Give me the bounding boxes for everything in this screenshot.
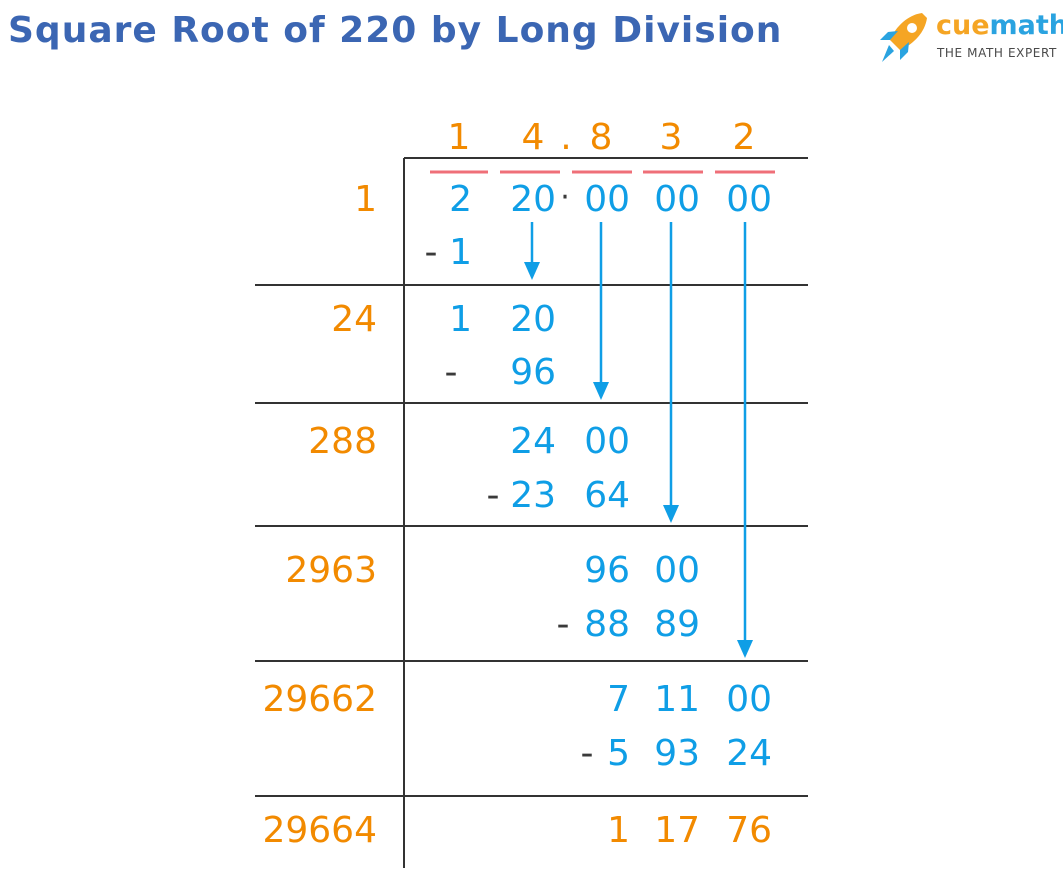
dividend-group-1: 2 <box>449 179 472 220</box>
divisor-4: 2963 <box>285 550 377 591</box>
divisor-3: 288 <box>308 421 377 462</box>
dividend-group-5: 00 <box>726 179 772 220</box>
divisor-1: 1 <box>354 179 377 220</box>
step5-subtrahend-a: 5 <box>607 733 630 774</box>
step5-subtrahend-b: 93 <box>654 733 700 774</box>
step5-digit-c: 00 <box>726 679 772 720</box>
quotient-digit-1: 1 <box>447 117 471 158</box>
step5-subtrahend-c: 24 <box>726 733 772 774</box>
bring-down-arrow-1 <box>524 222 540 280</box>
step5-digit-b: 11 <box>654 679 700 720</box>
step4-digit-a: 96 <box>584 550 630 591</box>
step2-minus: - <box>444 352 458 393</box>
logo-cue: cue <box>936 10 990 41</box>
logo-math: math <box>989 10 1063 41</box>
dividend-decimal-point: · <box>560 180 570 215</box>
dividend-group-2: 20 <box>510 179 556 220</box>
step3-subtrahend-a: 23 <box>510 475 556 516</box>
step3-subtrahend-b: 64 <box>584 475 630 516</box>
divisor-5: 29662 <box>262 679 377 720</box>
bring-down-arrow-3 <box>663 222 679 523</box>
step4-digit-b: 00 <box>654 550 700 591</box>
remainder-b: 17 <box>654 810 700 851</box>
step4-subtrahend-a: 88 <box>584 604 630 645</box>
step4-subtrahend-b: 89 <box>654 604 700 645</box>
step2-digit-a: 1 <box>449 299 472 340</box>
quotient-decimal-point: . <box>560 117 572 158</box>
step1-minus: - <box>424 232 438 273</box>
quotient-digit-5: 2 <box>732 117 756 158</box>
step3-minus: - <box>486 475 500 516</box>
quotient-digit-4: 3 <box>659 117 683 158</box>
divisor-2: 24 <box>331 299 377 340</box>
quotient-digit-3: 8 <box>589 117 613 158</box>
bring-down-arrow-2 <box>593 222 609 400</box>
step2-subtrahend: 96 <box>510 352 556 393</box>
step1-subtrahend: 1 <box>449 232 472 273</box>
page-title: Square Root of 220 by Long Division <box>8 10 783 51</box>
step3-digit-a: 24 <box>510 421 556 462</box>
quotient-digit-2: 4 <box>521 117 545 158</box>
remainder-c: 76 <box>726 810 772 851</box>
bring-down-arrow-4 <box>737 222 753 658</box>
step5-minus: - <box>580 733 594 774</box>
logo-wordmark: cuemath <box>936 10 1063 41</box>
logo-tagline: THE MATH EXPERT <box>937 46 1057 60</box>
divisor-6: 29664 <box>262 810 377 851</box>
cuemath-logo: cuemath THE MATH EXPERT <box>872 10 1063 66</box>
step4-minus: - <box>556 604 570 645</box>
rocket-icon <box>880 13 927 62</box>
dividend-group-4: 00 <box>654 179 700 220</box>
step3-digit-b: 00 <box>584 421 630 462</box>
dividend-group-3: 00 <box>584 179 630 220</box>
step5-digit-a: 7 <box>607 679 630 720</box>
remainder-a: 1 <box>607 810 630 851</box>
step2-digit-b: 20 <box>510 299 556 340</box>
